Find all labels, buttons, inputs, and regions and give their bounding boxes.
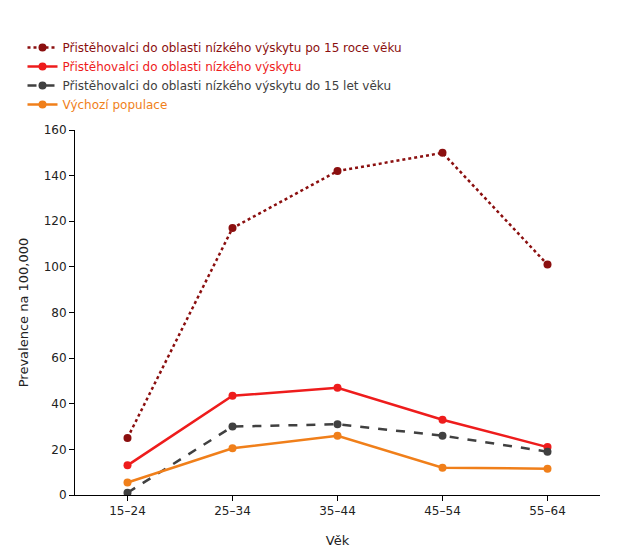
svg-text:35–44: 35–44 [319,504,356,518]
svg-text:Věk: Věk [326,533,350,548]
svg-text:120: 120 [44,214,67,228]
svg-text:20: 20 [51,443,66,457]
svg-text:80: 80 [51,306,66,320]
svg-text:15–24: 15–24 [109,504,146,518]
svg-text:Přistěhovalci do oblasti nízké: Přistěhovalci do oblasti nízkého výskytu… [63,41,402,55]
svg-text:Přistěhovalci do oblasti nízké: Přistěhovalci do oblasti nízkého výskytu [63,60,302,74]
svg-text:0: 0 [59,488,67,502]
svg-text:100: 100 [44,260,67,274]
svg-text:Prevalence na 100,000: Prevalence na 100,000 [16,238,31,388]
svg-text:25–34: 25–34 [214,504,251,518]
svg-text:160: 160 [44,123,67,137]
svg-text:140: 140 [44,169,67,183]
svg-text:55–64: 55–64 [529,504,566,518]
svg-text:60: 60 [51,351,66,365]
svg-text:Přistěhovalci do oblasti nízké: Přistěhovalci do oblasti nízkého výskytu… [63,79,392,93]
svg-text:45–54: 45–54 [424,504,461,518]
svg-text:Výchozí populace: Výchozí populace [63,98,168,112]
svg-text:40: 40 [51,397,66,411]
